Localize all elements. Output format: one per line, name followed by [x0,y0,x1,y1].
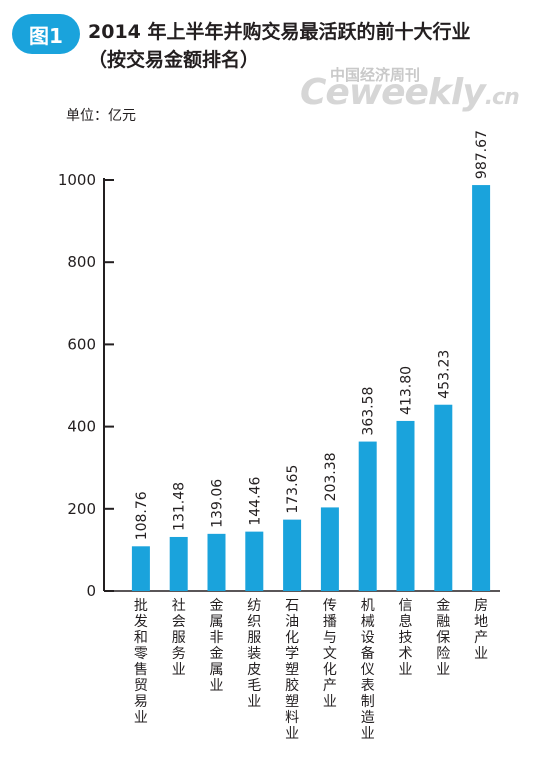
category-label: 批发和零售贸易业 [133,598,148,726]
watermark-logo: Ceweekly.cn [300,72,520,113]
bar-value-label: 173.65 [285,465,301,514]
bar-value-label: 363.58 [361,387,377,436]
bar-value-label: 131.48 [172,482,188,531]
y-tick-label: 600 [67,335,96,353]
bar [358,441,377,591]
bar [434,404,453,591]
category-label: 社会服务业 [171,598,186,678]
bar-value-label: 144.46 [247,477,263,526]
chart-title-line1: 2014 年上半年并购交易最活跃的前十大行业 [88,21,471,43]
bar-value-label: 139.06 [210,479,226,528]
bar [320,507,339,591]
bar-value-label: 987.67 [474,130,490,179]
figure-badge: 图1 [12,14,80,54]
bar [396,420,415,591]
category-label: 金属非金属业 [209,598,224,694]
category-label: 传播与文化产业 [322,598,337,710]
category-label: 石油化学塑胶塑料业 [285,598,300,742]
chart-title: 2014 年上半年并购交易最活跃的前十大行业 （按交易金额排名） [88,18,471,74]
bar [283,519,302,591]
y-tick-label: 1000 [58,171,96,189]
watermark-en: Ceweekly [300,72,486,113]
chart-title-line2: （按交易金额排名） [88,49,260,71]
bar [245,531,264,591]
y-tick-label: 400 [67,418,96,436]
bar [169,536,188,591]
category-label: 信息技术业 [398,598,413,678]
category-label: 机械设备仪表制造业 [360,598,375,742]
watermark-suffix: .cn [484,85,520,110]
bar-value-label: 413.80 [399,366,415,415]
category-label: 房地产业 [474,598,489,662]
watermark-cn: 中国经济周刊 [330,66,421,84]
bar [207,533,226,591]
y-tick-label: 800 [67,253,96,271]
category-label: 纺织服装皮毛业 [247,598,262,710]
bar-value-label: 108.76 [134,491,150,540]
y-tick-label: 200 [67,500,96,518]
bar-value-label: 453.23 [436,350,452,399]
bar [472,185,491,591]
category-label: 金融保险业 [436,598,451,678]
bar-value-label: 203.38 [323,452,339,501]
unit-label: 单位：亿元 [66,108,136,124]
y-tick-label: 0 [86,582,96,600]
bar [131,546,150,591]
